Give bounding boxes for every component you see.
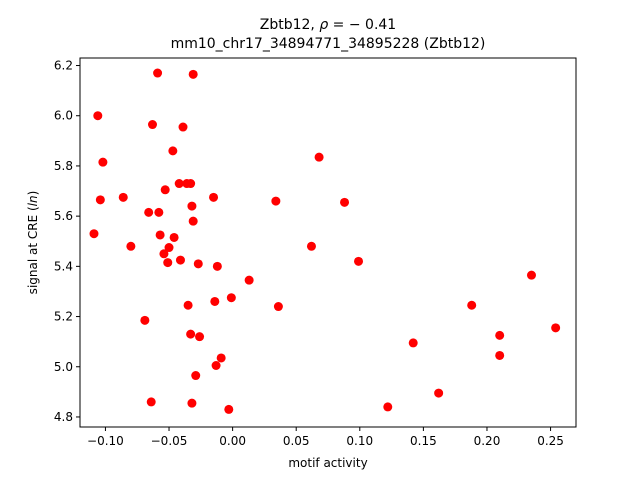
y-tick-label: 5.8 [54, 159, 73, 173]
data-point [153, 68, 163, 78]
y-tick-label: 4.8 [54, 410, 73, 424]
y-tick-label: 5.4 [54, 259, 73, 273]
data-point [89, 229, 99, 239]
data-point [169, 232, 179, 242]
data-point [551, 323, 561, 333]
data-point [211, 361, 221, 370]
data-point [183, 300, 193, 310]
y-axis-ticks: 4.8 5.0 5.2 5.4 5.6 5.8 6.0 6.2 [54, 59, 80, 424]
data-point [526, 270, 536, 280]
x-tick-label: 0.25 [537, 434, 564, 448]
data-point [174, 179, 184, 189]
y-tick-label: 6.2 [54, 59, 73, 73]
data-point [210, 296, 220, 306]
x-axis-label: motif activity [288, 456, 367, 470]
data-point [273, 302, 283, 312]
data-point [495, 330, 505, 340]
data-point [383, 402, 393, 412]
data-point [146, 397, 156, 407]
data-point [95, 195, 105, 205]
data-point [126, 241, 136, 251]
data-point [188, 216, 198, 226]
x-tick-label: −0.10 [87, 434, 124, 448]
data-point [188, 69, 198, 79]
data-point [93, 111, 103, 121]
x-tick-label: 0.00 [219, 434, 246, 448]
data-point [168, 146, 178, 156]
chart-title-line2: mm10_chr17_34894771_34895228 (Zbtb12) [171, 36, 486, 52]
scatter-points [89, 68, 561, 414]
x-tick-label: 0.15 [410, 434, 437, 448]
data-point [144, 207, 154, 217]
data-point [340, 197, 350, 207]
plot-frame [79, 57, 577, 428]
y-tick-label: 6.0 [54, 109, 73, 123]
x-tick-label: 0.10 [346, 434, 373, 448]
y-tick-label: 5.2 [54, 310, 73, 324]
data-point [186, 329, 196, 339]
data-point [191, 371, 201, 381]
data-point [193, 259, 203, 269]
data-point [187, 398, 197, 408]
data-point [140, 315, 150, 325]
data-point [216, 353, 226, 363]
data-point [306, 241, 316, 251]
data-point [186, 179, 196, 189]
data-point [314, 152, 324, 162]
x-tick-label: 0.05 [283, 434, 310, 448]
data-point [195, 332, 205, 342]
x-axis-ticks: −0.10 −0.05 0.00 0.05 0.10 0.15 0.20 0.25 [87, 427, 564, 448]
x-tick-label: −0.05 [151, 434, 188, 448]
y-tick-label: 5.0 [54, 360, 73, 374]
data-point [434, 388, 444, 398]
data-point [224, 404, 234, 414]
y-axis-label: signal at CRE (ln) [26, 191, 40, 295]
data-point [118, 192, 128, 202]
data-point [408, 338, 418, 348]
data-point [244, 275, 254, 285]
data-point [212, 261, 222, 271]
data-point [354, 256, 364, 266]
data-point [98, 157, 108, 167]
data-point [164, 243, 174, 253]
data-point [187, 201, 197, 211]
data-point [160, 185, 170, 195]
data-point [163, 258, 173, 268]
chart-title-line1: Zbtb12, ρ = − 0.41 [260, 17, 396, 33]
data-point [495, 350, 505, 360]
data-point [178, 122, 188, 132]
data-point [155, 230, 165, 240]
data-point [467, 300, 477, 310]
data-point [154, 207, 164, 217]
data-point [209, 192, 219, 202]
data-point [159, 249, 169, 259]
x-tick-label: 0.20 [474, 434, 501, 448]
data-point [271, 196, 281, 206]
y-tick-label: 5.6 [54, 209, 73, 223]
data-point [147, 120, 157, 130]
data-point [175, 255, 185, 265]
data-point [226, 293, 236, 303]
